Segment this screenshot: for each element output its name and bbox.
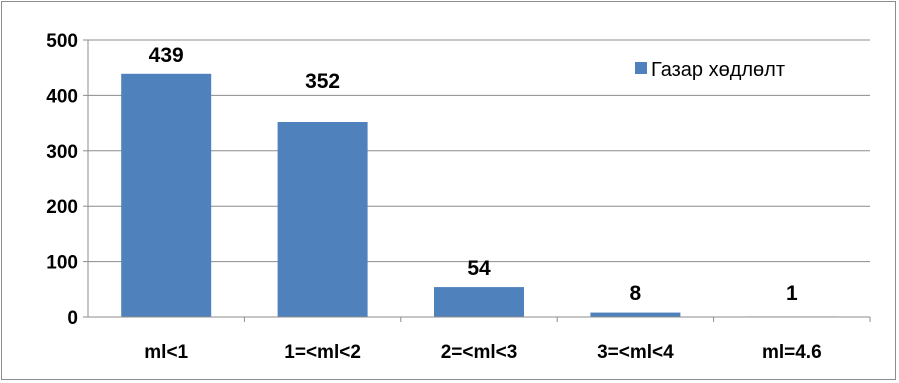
y-tick-label: 400 xyxy=(46,86,78,107)
data-label: 352 xyxy=(305,70,340,93)
legend: Газар хөдлөлт xyxy=(635,59,785,81)
bar xyxy=(590,312,681,317)
bar xyxy=(277,121,368,317)
y-axis: 0 100 200 300 400 500 xyxy=(46,31,89,329)
x-tick-label: 3=<ml<4 xyxy=(597,342,674,363)
data-label: 1 xyxy=(786,282,798,305)
x-tick-label: ml<1 xyxy=(144,342,188,363)
data-label: 8 xyxy=(630,282,642,305)
bar xyxy=(434,287,524,317)
bars xyxy=(121,73,837,317)
x-tick-label: 2=<ml<3 xyxy=(441,342,518,363)
data-labels: 439 352 54 8 1 xyxy=(149,44,798,305)
x-tick-label: ml=4.6 xyxy=(762,342,822,363)
y-tick-label: 200 xyxy=(46,197,78,218)
x-tick-label: 1=<ml<2 xyxy=(284,342,361,363)
legend-swatch xyxy=(635,62,647,74)
x-axis: ml<1 1=<ml<2 2=<ml<3 3=<ml<4 ml=4.6 xyxy=(88,316,871,363)
y-tick-label: 300 xyxy=(46,142,78,163)
y-tick-label: 500 xyxy=(46,31,78,52)
y-tick-label: 0 xyxy=(67,308,78,329)
data-label: 439 xyxy=(149,44,184,67)
y-tick-label: 100 xyxy=(46,253,78,274)
data-label: 54 xyxy=(467,257,491,280)
legend-label: Газар хөдлөлт xyxy=(651,59,785,81)
grid-lines xyxy=(88,39,870,263)
bar xyxy=(121,73,212,317)
